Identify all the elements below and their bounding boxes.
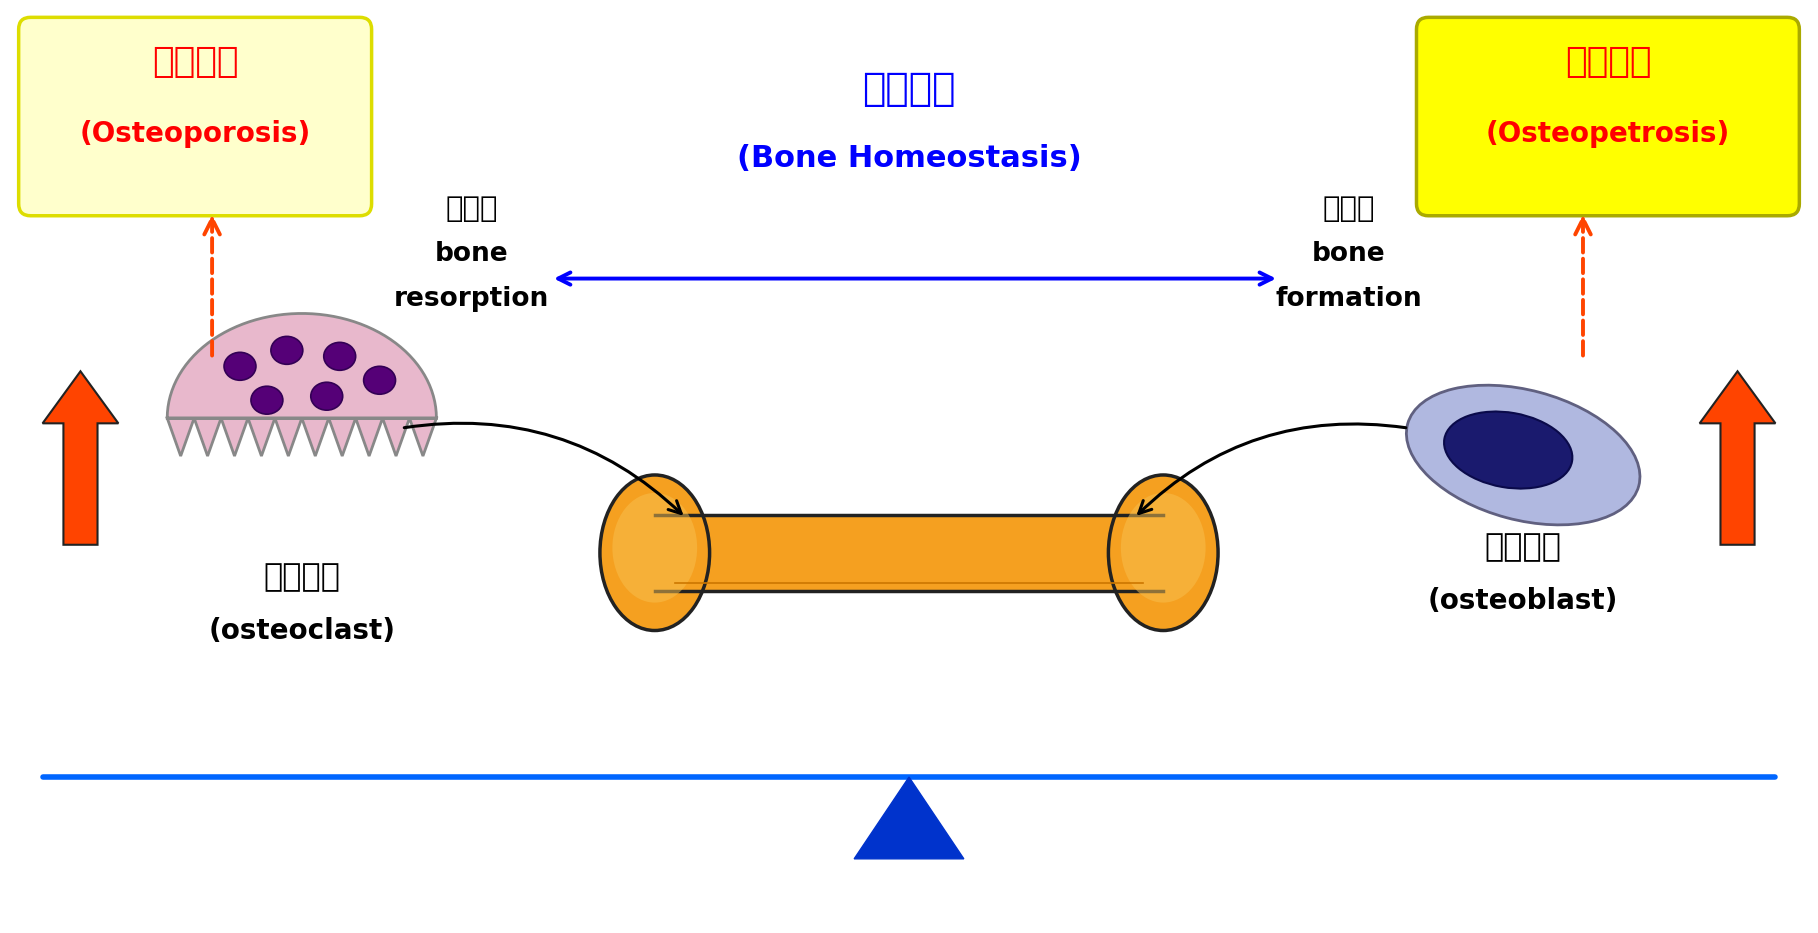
FancyBboxPatch shape bbox=[18, 18, 371, 216]
Ellipse shape bbox=[364, 367, 396, 395]
Ellipse shape bbox=[311, 383, 342, 411]
Ellipse shape bbox=[1407, 385, 1640, 525]
Ellipse shape bbox=[1443, 411, 1573, 489]
Ellipse shape bbox=[251, 386, 284, 414]
Text: (Osteopetrosis): (Osteopetrosis) bbox=[1485, 120, 1731, 148]
Text: (osteoblast): (osteoblast) bbox=[1427, 587, 1618, 615]
Text: (Bone Homeostasis): (Bone Homeostasis) bbox=[736, 145, 1082, 174]
Ellipse shape bbox=[271, 337, 304, 364]
Ellipse shape bbox=[1109, 475, 1218, 631]
Ellipse shape bbox=[224, 353, 256, 381]
Text: formation: formation bbox=[1276, 285, 1422, 312]
Text: resorption: resorption bbox=[395, 285, 549, 312]
Text: 조골세포: 조골세포 bbox=[1485, 532, 1562, 564]
Polygon shape bbox=[42, 371, 118, 545]
Polygon shape bbox=[167, 313, 436, 456]
Polygon shape bbox=[854, 777, 964, 859]
Ellipse shape bbox=[600, 475, 709, 631]
Text: 골항상성: 골항상성 bbox=[862, 70, 956, 108]
Polygon shape bbox=[654, 515, 1164, 591]
Text: 골다공증: 골다공증 bbox=[153, 45, 238, 79]
Text: 골흡수: 골흡수 bbox=[445, 195, 498, 223]
Text: 골형성: 골형성 bbox=[1322, 195, 1374, 223]
Text: (osteoclast): (osteoclast) bbox=[209, 617, 395, 645]
Ellipse shape bbox=[1122, 493, 1205, 603]
Polygon shape bbox=[1700, 371, 1776, 545]
Text: (Osteoporosis): (Osteoporosis) bbox=[80, 120, 311, 148]
FancyBboxPatch shape bbox=[1416, 18, 1800, 216]
Ellipse shape bbox=[324, 342, 356, 370]
Text: 파골세포: 파골세포 bbox=[264, 563, 340, 593]
Text: bone: bone bbox=[435, 241, 507, 267]
Text: 골경화증: 골경화증 bbox=[1565, 45, 1651, 79]
Text: bone: bone bbox=[1313, 241, 1385, 267]
Ellipse shape bbox=[613, 493, 696, 603]
